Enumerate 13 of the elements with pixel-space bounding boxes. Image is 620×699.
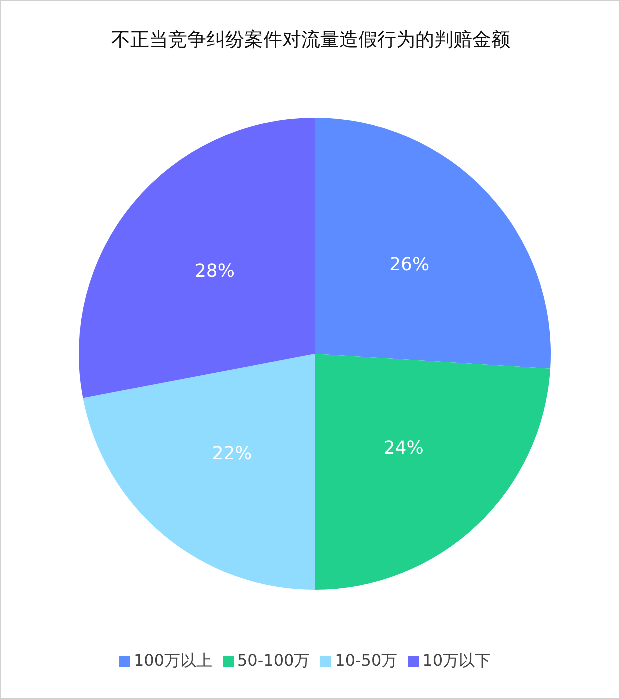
data-label: 24% (384, 438, 424, 460)
chart-title: 不正当竞争纠纷案件对流量造假行为的判赔金额 (110, 28, 512, 53)
data-label: 22% (212, 444, 252, 465)
legend-label: 10万以下 (422, 651, 492, 670)
pie-slice (315, 118, 551, 369)
pie-slice (79, 118, 315, 398)
legend-label: 10-50万 (335, 651, 398, 670)
pie-slice (83, 354, 315, 590)
legend-label: 100万以上 (134, 651, 212, 670)
legend-label: 50-100万 (238, 651, 310, 670)
data-label: 28% (194, 260, 235, 282)
pie-slice (315, 354, 551, 590)
data-label: 26% (390, 254, 430, 276)
